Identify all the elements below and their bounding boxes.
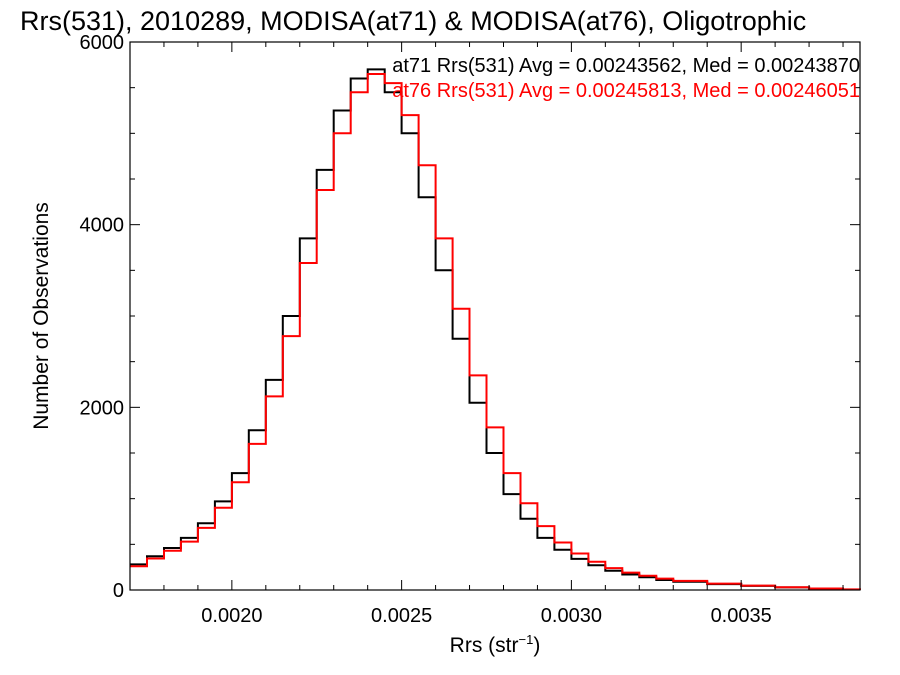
- x-axis-label: Rrs (str−1): [450, 632, 541, 657]
- x-tick-label: 0.0020: [201, 605, 262, 627]
- x-tick-label: 0.0035: [711, 605, 772, 627]
- y-tick-label: 6000: [80, 32, 125, 54]
- legend-at76-annotation: at76 Rrs(531) Avg = 0.00245813, Med = 0.…: [392, 80, 860, 102]
- x-axis-label-end: ): [533, 634, 540, 657]
- y-tick-label: 0: [113, 580, 124, 602]
- x-axis-label-base: Rrs (str: [450, 634, 519, 657]
- x-axis-label-superscript: −1: [519, 632, 534, 647]
- series-at76-line: [130, 73, 861, 591]
- y-tick-label: 2000: [80, 397, 125, 419]
- series-layer: [130, 68, 861, 591]
- tick-layer: 0.0020 0.0025 0.0030 0.0035 0 2000 4000 6000: [80, 32, 860, 627]
- x-tick-label: 0.0025: [371, 605, 432, 627]
- x-tick-label: 0.0030: [541, 605, 602, 627]
- y-axis-label: Number of Observations: [30, 202, 53, 430]
- chart-title: Rrs(531), 2010289, MODISA(at71) & MODISA…: [20, 6, 806, 36]
- legend-at71-annotation: at71 Rrs(531) Avg = 0.00243562, Med = 0.…: [392, 55, 860, 77]
- y-tick-label: 4000: [80, 215, 125, 237]
